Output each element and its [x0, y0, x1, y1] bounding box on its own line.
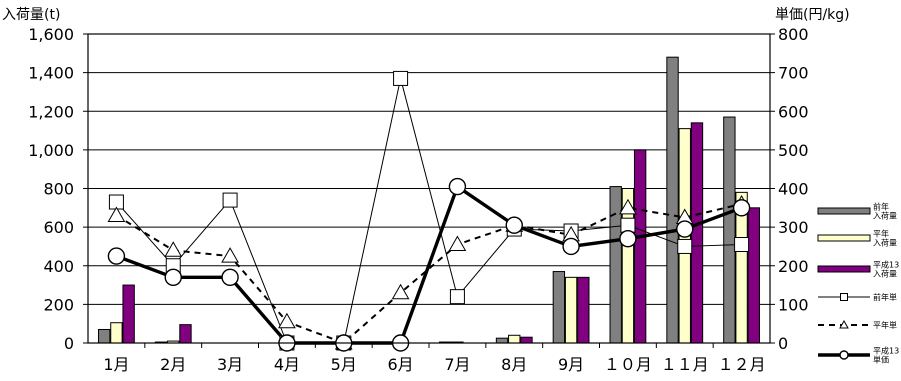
legend-label: 前年単 [873, 292, 897, 302]
y-left-tick-label: 1,600 [28, 25, 74, 44]
legend-label: 平成13 [873, 260, 899, 270]
legend-label: 入荷量 [873, 269, 897, 279]
point-triangle [164, 241, 183, 257]
point-square [840, 293, 848, 301]
bar [552, 271, 566, 344]
bar [564, 276, 578, 344]
y-axis-left-label: 入荷量(t) [2, 7, 60, 23]
point-square [393, 70, 409, 86]
y-right-tick-label: 700 [778, 64, 809, 83]
point-circle [676, 220, 694, 238]
point-triangle [221, 247, 239, 263]
legend-label: 入荷量 [873, 211, 897, 221]
bar [666, 56, 679, 344]
legend-label: 単価 [873, 355, 889, 365]
bar [633, 149, 647, 344]
point-circle [221, 268, 239, 287]
point-circle [107, 247, 126, 265]
y-right-tick-label: 100 [778, 295, 809, 314]
legend-swatch [817, 207, 871, 215]
y-left-tick-label: 0 [64, 334, 74, 353]
point-circle [164, 268, 182, 287]
series-line [115, 202, 742, 344]
point-circle [562, 237, 580, 256]
y-left-tick-label: 1,000 [28, 141, 74, 160]
legend-label: 入荷量 [873, 238, 897, 248]
bar [508, 334, 521, 344]
legend-swatch [817, 234, 871, 242]
bar [577, 276, 590, 344]
point-square [677, 238, 693, 254]
x-tick-label: １０月 [604, 355, 652, 374]
y-right-tick-label: 300 [778, 218, 809, 237]
y-right-tick-label: 0 [778, 334, 788, 353]
point-triangle [619, 198, 637, 215]
y-right-tick-label: 400 [778, 180, 809, 199]
series-line [116, 77, 742, 344]
x-tick-label: １１月 [661, 355, 709, 374]
x-tick-label: １２月 [718, 355, 766, 374]
bar [179, 324, 192, 344]
ticks: 0 0 200 100 400 200 600 300 800 400 1,000 500 1,200 6… [28, 25, 808, 374]
point-circle [505, 216, 523, 234]
point-triangle [391, 283, 410, 300]
y-left-tick-label: 800 [43, 180, 74, 199]
x-tick-label: 9月 [558, 355, 584, 374]
point-triangle [278, 312, 296, 329]
x-tick-label: 6月 [387, 355, 413, 374]
x-tick-label: 3月 [217, 355, 243, 374]
legend-label: 平成13 [873, 346, 899, 356]
legend-label: 平年 [873, 229, 889, 239]
legend-swatch [817, 265, 871, 273]
x-tick-label: 7月 [444, 355, 470, 374]
point-circle [619, 230, 637, 248]
x-tick-label: 5月 [331, 355, 357, 374]
y-left-tick-label: 200 [43, 295, 74, 314]
bar [495, 337, 509, 344]
bar [609, 186, 622, 344]
y-axis-right-label: 単価(円/kg) [775, 7, 850, 23]
bar [723, 116, 736, 344]
x-tick-label: 8月 [501, 355, 527, 374]
bar [520, 336, 533, 344]
point-circle [839, 350, 849, 360]
point-triangle [107, 206, 126, 223]
point-square [222, 192, 238, 208]
point-circle [732, 199, 751, 217]
bar [690, 122, 704, 344]
y-left-tick-label: 400 [43, 257, 74, 276]
x-tick-label: 4月 [274, 355, 300, 374]
y-right-tick-label: 800 [778, 25, 809, 44]
bar [110, 322, 123, 344]
series-line [115, 184, 743, 345]
x-tick-label: 1月 [103, 355, 129, 374]
point-square [449, 289, 465, 305]
lines [107, 70, 751, 352]
point-circle [448, 177, 467, 196]
y-right-tick-label: 600 [778, 102, 809, 121]
legend-label: 平年単 [873, 320, 897, 330]
bar [98, 328, 111, 344]
y-left-tick-label: 1,200 [28, 102, 74, 121]
y-left-tick-label: 600 [43, 218, 74, 237]
bar [122, 284, 135, 344]
y-left-tick-label: 1,400 [28, 64, 74, 83]
point-triangle [448, 235, 467, 252]
bars [98, 56, 760, 344]
y-right-tick-label: 200 [778, 257, 809, 276]
point-triangle [839, 319, 849, 329]
legend-label: 前年 [873, 202, 889, 212]
y-right-tick-label: 500 [778, 141, 809, 160]
grid [88, 33, 770, 305]
point-square [734, 237, 750, 253]
bar [747, 207, 760, 344]
x-tick-label: 2月 [160, 355, 186, 374]
